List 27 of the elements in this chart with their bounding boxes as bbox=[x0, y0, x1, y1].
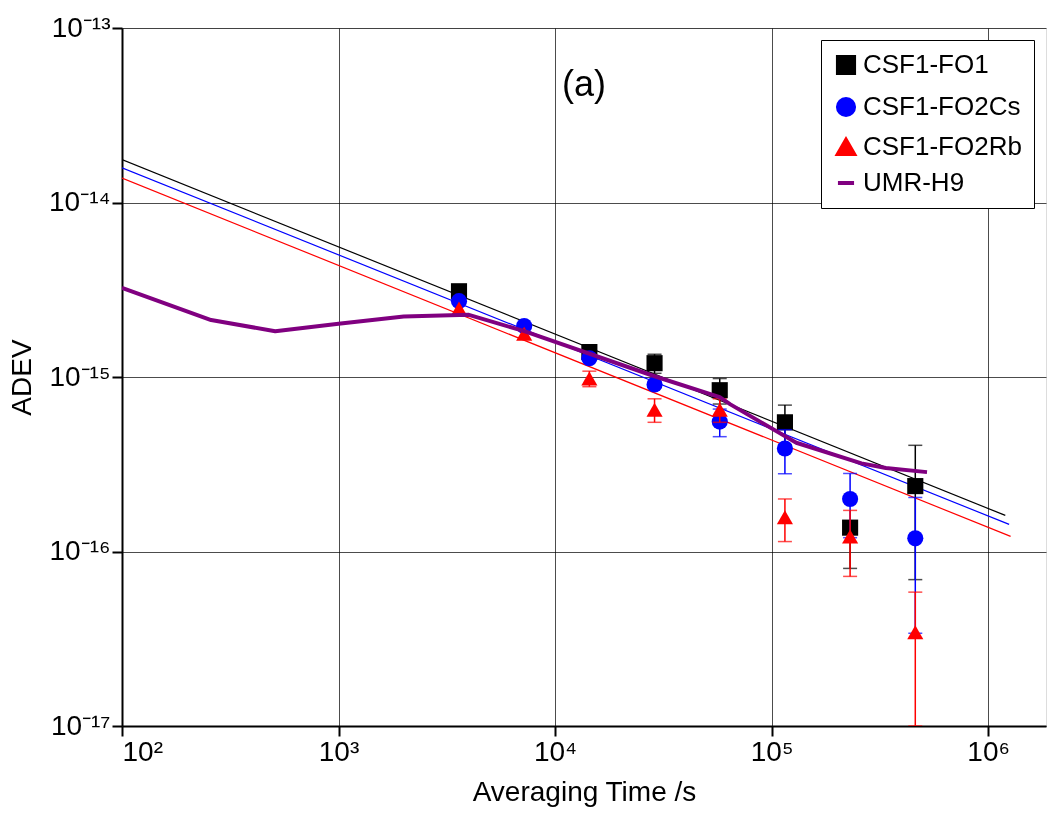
x-tick-label: 10³ bbox=[318, 735, 360, 767]
y-axis-title: ADEV bbox=[6, 339, 37, 416]
point bbox=[907, 530, 924, 547]
point bbox=[776, 510, 793, 525]
x-tick-label: 10² bbox=[122, 735, 163, 767]
y-tick-label: 10⁻¹⁵ bbox=[49, 360, 111, 392]
point bbox=[646, 402, 663, 417]
x-tick-label: 10⁵ bbox=[750, 735, 794, 767]
x-tick-label: 10⁶ bbox=[967, 735, 1010, 767]
point bbox=[907, 625, 924, 640]
legend-label: CSF1-FO2Cs bbox=[863, 91, 1021, 121]
point bbox=[842, 490, 859, 508]
point bbox=[776, 414, 793, 431]
legend-label: CSF1-FO2Rb bbox=[863, 131, 1022, 161]
legend-label: UMR-H9 bbox=[863, 167, 965, 197]
point bbox=[776, 440, 793, 457]
legend-label: CSF1-FO1 bbox=[863, 49, 989, 79]
x-axis-title: Averaging Time /s bbox=[472, 775, 697, 807]
point bbox=[907, 478, 924, 495]
y-tick-label: 10⁻¹⁴ bbox=[49, 186, 111, 217]
point bbox=[711, 402, 728, 417]
annotation: (a) bbox=[562, 63, 606, 104]
y-tick-label: 10⁻¹³ bbox=[51, 11, 111, 43]
y-tick-label: 10⁻¹⁶ bbox=[49, 535, 111, 566]
x-tick-label: 10⁴ bbox=[533, 735, 578, 767]
point bbox=[842, 529, 859, 544]
y-tick-label: 10⁻¹⁷ bbox=[50, 709, 111, 741]
